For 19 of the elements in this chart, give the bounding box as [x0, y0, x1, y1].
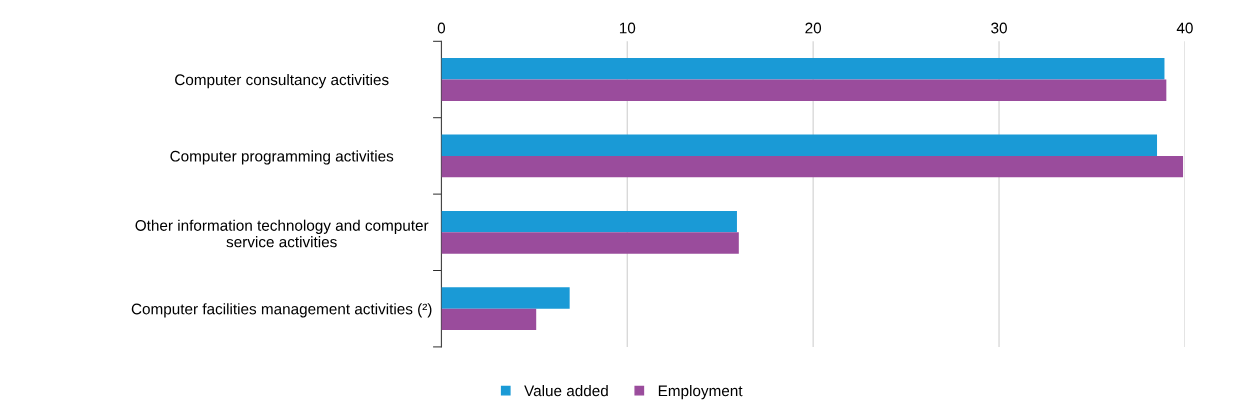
x-tick-label: 40 [1176, 22, 1193, 34]
bar [441, 232, 739, 254]
y-tick-label: Computer programming activities [170, 150, 394, 165]
x-tick-label: 30 [991, 22, 1007, 34]
y-tick-label: Computer facilities management activities (²) [131, 303, 432, 318]
x-tick-label: 10 [619, 22, 636, 34]
bar [441, 134, 1158, 156]
legend-label: Employment [658, 385, 743, 400]
x-tick-label: 20 [805, 22, 822, 34]
legend-label: Value added [524, 385, 608, 397]
bar [441, 287, 570, 309]
bar [441, 79, 1167, 101]
bar [441, 155, 1184, 178]
bar [441, 58, 1165, 80]
bar [441, 210, 737, 233]
y-tick-label: Other information technology and computer service activities [135, 219, 429, 248]
x-tick-label: 0 [437, 22, 446, 34]
bar [441, 308, 537, 331]
y-tick-label: Computer consultancy activities [175, 73, 389, 89]
